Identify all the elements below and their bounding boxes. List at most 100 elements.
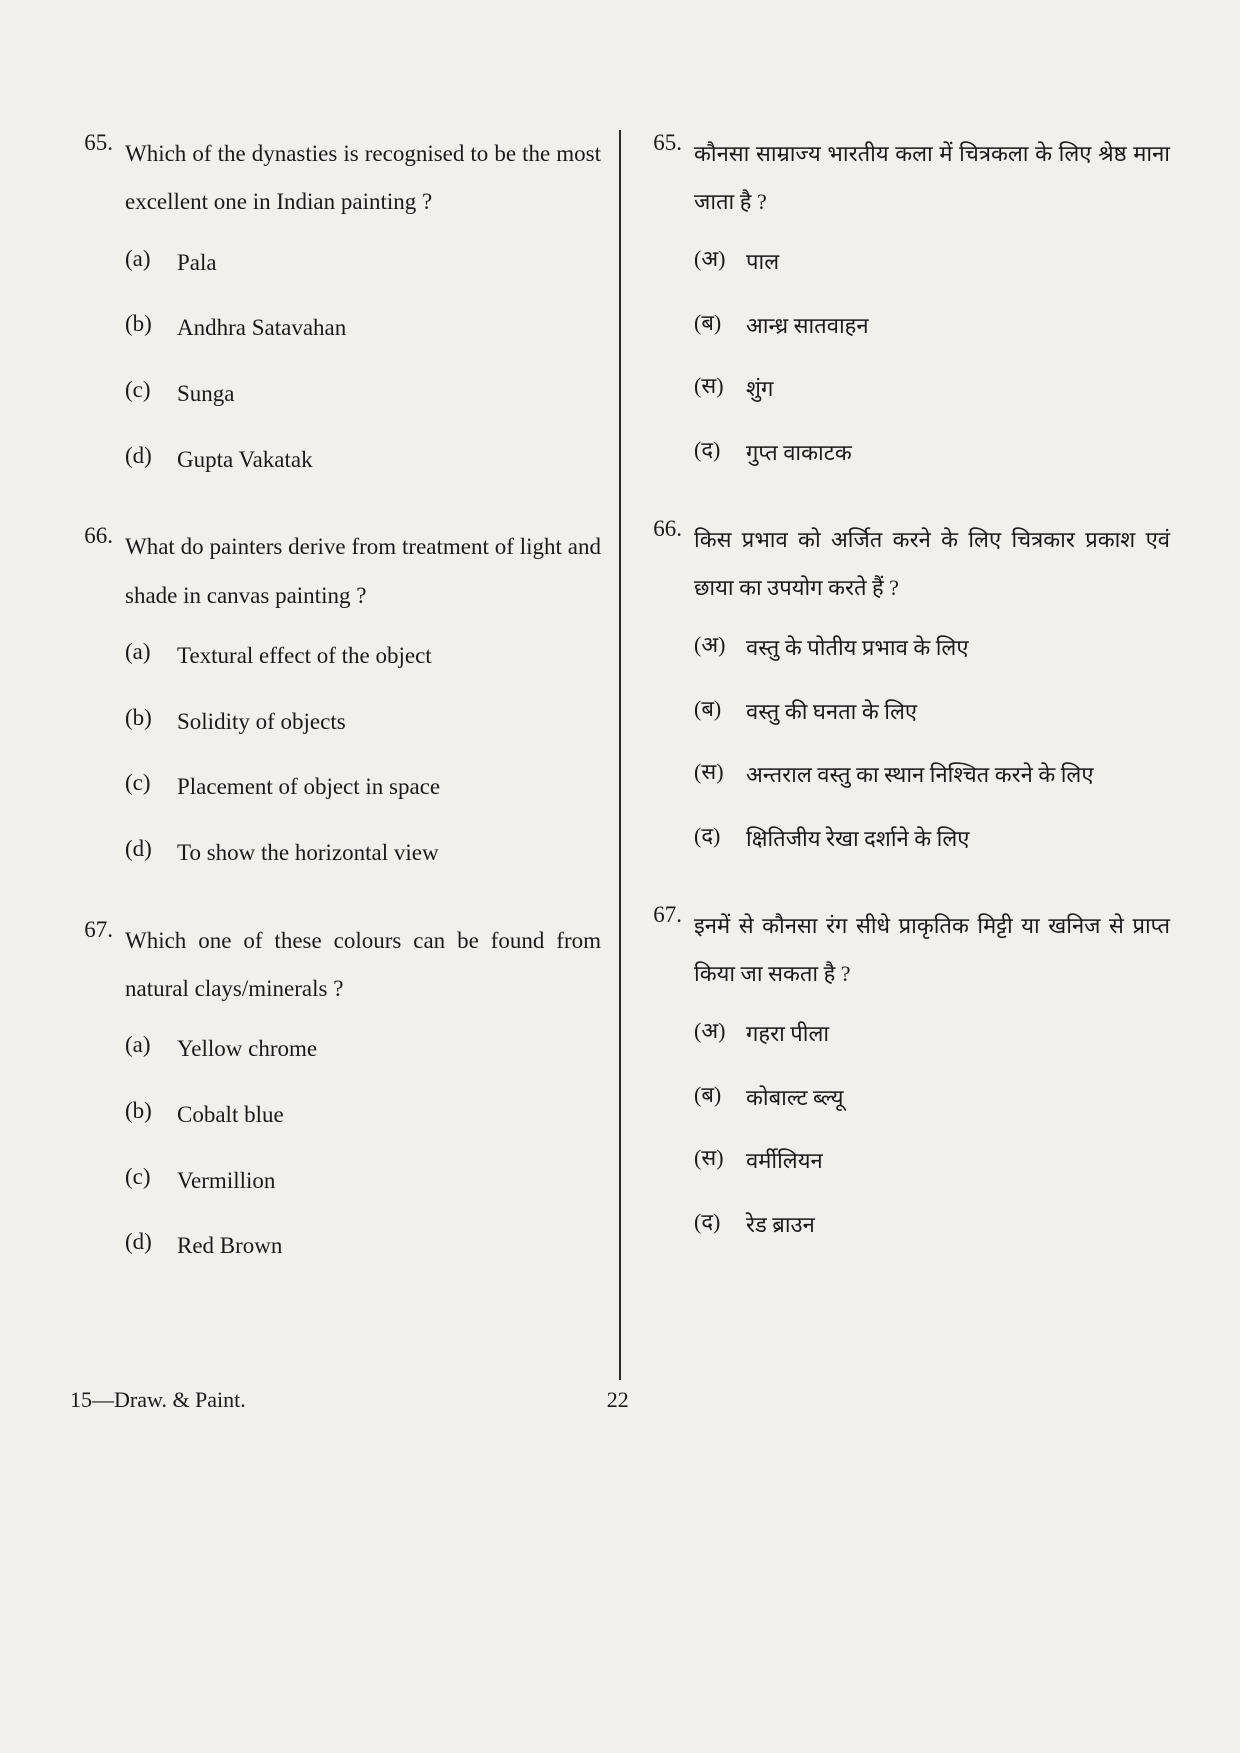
question-number: 66. bbox=[70, 523, 125, 549]
option-label: (अ) bbox=[694, 1013, 746, 1048]
option-label: (a) bbox=[125, 634, 177, 671]
option-b: (b) Andhra Satavahan bbox=[125, 306, 601, 350]
option-c: (c) Placement of object in space bbox=[125, 765, 601, 809]
option-label: (b) bbox=[125, 306, 177, 343]
option-a: (a) Textural effect of the object bbox=[125, 634, 601, 678]
option-text: अन्तराल वस्तु का स्थान निश्चित करने के ल… bbox=[746, 754, 1170, 796]
option-text: Yellow chrome bbox=[177, 1027, 601, 1071]
right-column: 65. कौनसा साम्राज्य भारतीय कला में चित्र… bbox=[629, 130, 1170, 1380]
option-label: (ब) bbox=[694, 691, 746, 726]
option-d: (d) Red Brown bbox=[125, 1224, 601, 1268]
option-label: (द) bbox=[694, 432, 746, 467]
options-list: (a) Yellow chrome (b) Cobalt blue (c) Ve… bbox=[125, 1027, 601, 1268]
option-a: (अ) वस्तु के पोतीय प्रभाव के लिए bbox=[694, 627, 1170, 669]
option-text: शुंग bbox=[746, 368, 1170, 410]
question-number: 67. bbox=[639, 902, 694, 928]
option-d: (द) रेड ब्राउन bbox=[694, 1204, 1170, 1246]
option-label: (स) bbox=[694, 1140, 746, 1175]
question-row: 67. Which one of these colours can be fo… bbox=[70, 917, 601, 1014]
page-footer: 15—Draw. & Paint. 22 bbox=[70, 1387, 1170, 1413]
option-text: गहरा पीला bbox=[746, 1013, 1170, 1055]
option-label: (a) bbox=[125, 241, 177, 278]
option-text: To show the horizontal view bbox=[177, 831, 601, 875]
option-text: वस्तु की घनता के लिए bbox=[746, 691, 1170, 733]
option-b: (ब) वस्तु की घनता के लिए bbox=[694, 691, 1170, 733]
option-label: (स) bbox=[694, 754, 746, 789]
option-label: (a) bbox=[125, 1027, 177, 1064]
option-text: गुप्त वाकाटक bbox=[746, 432, 1170, 474]
option-c: (स) अन्तराल वस्तु का स्थान निश्चित करने … bbox=[694, 754, 1170, 796]
option-d: (d) To show the horizontal view bbox=[125, 831, 601, 875]
option-label: (अ) bbox=[694, 627, 746, 662]
question-text: कौनसा साम्राज्य भारतीय कला में चित्रकला … bbox=[694, 130, 1170, 227]
option-text: Placement of object in space bbox=[177, 765, 601, 809]
options-list: (अ) गहरा पीला (ब) कोबाल्ट ब्ल्यू (स) वर्… bbox=[694, 1013, 1170, 1246]
option-text: Textural effect of the object bbox=[177, 634, 601, 678]
option-text: Andhra Satavahan bbox=[177, 306, 601, 350]
option-text: रेड ब्राउन bbox=[746, 1204, 1170, 1246]
option-text: Solidity of objects bbox=[177, 700, 601, 744]
option-a: (a) Yellow chrome bbox=[125, 1027, 601, 1071]
question-65-hi: 65. कौनसा साम्राज्य भारतीय कला में चित्र… bbox=[639, 130, 1170, 474]
options-list: (अ) पाल (ब) आन्ध्र सातवाहन (स) शुंग (द) … bbox=[694, 241, 1170, 474]
option-d: (d) Gupta Vakatak bbox=[125, 438, 601, 482]
question-65-en: 65. Which of the dynasties is recognised… bbox=[70, 130, 601, 481]
question-67-en: 67. Which one of these colours can be fo… bbox=[70, 917, 601, 1268]
option-text: Red Brown bbox=[177, 1224, 601, 1268]
option-a: (अ) गहरा पीला bbox=[694, 1013, 1170, 1055]
question-number: 65. bbox=[70, 130, 125, 156]
question-text: किस प्रभाव को अर्जित करने के लिए चित्रका… bbox=[694, 516, 1170, 613]
question-number: 66. bbox=[639, 516, 694, 542]
question-row: 65. Which of the dynasties is recognised… bbox=[70, 130, 601, 227]
question-text: Which one of these colours can be found … bbox=[125, 917, 601, 1014]
option-c: (c) Sunga bbox=[125, 372, 601, 416]
option-c: (स) शुंग bbox=[694, 368, 1170, 410]
left-column: 65. Which of the dynasties is recognised… bbox=[70, 130, 611, 1380]
option-label: (ब) bbox=[694, 1077, 746, 1112]
option-text: वर्मीलियन bbox=[746, 1140, 1170, 1182]
option-label: (द) bbox=[694, 818, 746, 853]
option-text: आन्ध्र सातवाहन bbox=[746, 305, 1170, 347]
column-divider bbox=[619, 130, 621, 1380]
option-label: (अ) bbox=[694, 241, 746, 276]
option-text: Gupta Vakatak bbox=[177, 438, 601, 482]
page-content: 65. Which of the dynasties is recognised… bbox=[70, 130, 1170, 1380]
option-label: (ब) bbox=[694, 305, 746, 340]
option-label: (d) bbox=[125, 831, 177, 868]
option-label: (c) bbox=[125, 372, 177, 409]
question-number: 67. bbox=[70, 917, 125, 943]
option-label: (b) bbox=[125, 1093, 177, 1130]
question-number: 65. bbox=[639, 130, 694, 156]
option-a: (अ) पाल bbox=[694, 241, 1170, 283]
question-row: 67. इनमें से कौनसा रंग सीधे प्राकृतिक मि… bbox=[639, 902, 1170, 999]
question-text: What do painters derive from treatment o… bbox=[125, 523, 601, 620]
option-a: (a) Pala bbox=[125, 241, 601, 285]
option-label: (d) bbox=[125, 1224, 177, 1261]
question-row: 66. What do painters derive from treatme… bbox=[70, 523, 601, 620]
option-text: कोबाल्ट ब्ल्यू bbox=[746, 1077, 1170, 1119]
option-text: पाल bbox=[746, 241, 1170, 283]
option-text: Cobalt blue bbox=[177, 1093, 601, 1137]
question-66-en: 66. What do painters derive from treatme… bbox=[70, 523, 601, 874]
option-d: (द) क्षितिजीय रेखा दर्शाने के लिए bbox=[694, 818, 1170, 860]
option-text: Vermillion bbox=[177, 1159, 601, 1203]
option-label: (c) bbox=[125, 1159, 177, 1196]
option-b: (b) Solidity of objects bbox=[125, 700, 601, 744]
option-b: (ब) आन्ध्र सातवाहन bbox=[694, 305, 1170, 347]
option-label: (स) bbox=[694, 368, 746, 403]
question-text: इनमें से कौनसा रंग सीधे प्राकृतिक मिट्टी… bbox=[694, 902, 1170, 999]
options-list: (a) Textural effect of the object (b) So… bbox=[125, 634, 601, 875]
question-text: Which of the dynasties is recognised to … bbox=[125, 130, 601, 227]
option-b: (b) Cobalt blue bbox=[125, 1093, 601, 1137]
question-row: 65. कौनसा साम्राज्य भारतीय कला में चित्र… bbox=[639, 130, 1170, 227]
option-text: क्षितिजीय रेखा दर्शाने के लिए bbox=[746, 818, 1170, 860]
question-67-hi: 67. इनमें से कौनसा रंग सीधे प्राकृतिक मि… bbox=[639, 902, 1170, 1246]
question-66-hi: 66. किस प्रभाव को अर्जित करने के लिए चित… bbox=[639, 516, 1170, 860]
option-label: (b) bbox=[125, 700, 177, 737]
option-label: (d) bbox=[125, 438, 177, 475]
option-label: (द) bbox=[694, 1204, 746, 1239]
option-b: (ब) कोबाल्ट ब्ल्यू bbox=[694, 1077, 1170, 1119]
option-text: Sunga bbox=[177, 372, 601, 416]
question-row: 66. किस प्रभाव को अर्जित करने के लिए चित… bbox=[639, 516, 1170, 613]
option-label: (c) bbox=[125, 765, 177, 802]
